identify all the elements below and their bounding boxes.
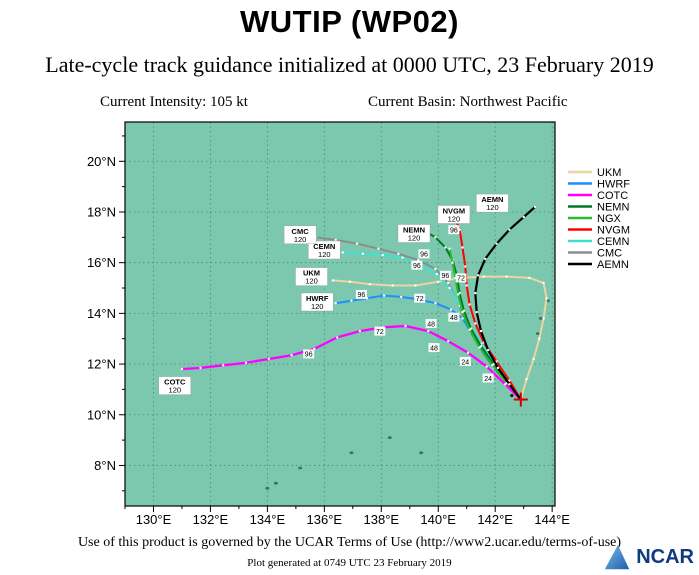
svg-text:UKM: UKM	[303, 269, 320, 278]
track-ngx	[448, 247, 522, 401]
svg-text:CEMN: CEMN	[313, 242, 335, 251]
axes: 130°E 132°E 134°E 136°E 138°E 140°E 142°E 144°E…	[87, 135, 570, 527]
plot-generated-text: Plot generated at 0749 UTC 23 February 2…	[247, 557, 452, 569]
svg-text:48: 48	[427, 321, 435, 328]
svg-text:120: 120	[169, 386, 182, 395]
current-basin-label: Current Basin: Northwest Pacific	[368, 94, 568, 110]
legend-item-hwrf: HWRF	[568, 178, 630, 190]
end-label-nvgm	[437, 205, 471, 224]
svg-text:130°E: 130°E	[136, 512, 172, 527]
svg-text:12°N: 12°N	[87, 357, 116, 372]
svg-text:120: 120	[305, 277, 318, 286]
svg-text:142°E: 142°E	[477, 512, 513, 527]
svg-text:CEMN: CEMN	[597, 236, 629, 248]
svg-text:120: 120	[448, 215, 461, 224]
svg-text:96: 96	[305, 352, 313, 359]
model-end-labels: UKM120HWRF120COTC120NEMN120NVGM120CEMN12…	[158, 193, 509, 395]
svg-text:8°N: 8°N	[94, 458, 116, 473]
plot-subtitle: Late-cycle track guidance initialized at…	[45, 52, 654, 77]
sea-area	[125, 122, 555, 506]
svg-text:HWRF: HWRF	[597, 178, 630, 190]
end-label-aemn	[476, 193, 509, 213]
end-label-cemn	[308, 240, 341, 260]
svg-text:AEMN: AEMN	[597, 259, 629, 271]
end-label-nemn	[397, 224, 431, 243]
svg-text:AEMN: AEMN	[481, 195, 503, 204]
svg-text:NGX: NGX	[597, 213, 622, 225]
svg-text:140°E: 140°E	[420, 512, 456, 527]
svg-text:120: 120	[311, 302, 324, 311]
svg-text:144°E: 144°E	[534, 512, 570, 527]
end-label-cotc	[158, 376, 192, 395]
svg-text:72: 72	[416, 296, 424, 303]
legend-item-aemn: AEMN	[568, 259, 629, 271]
terms-of-use-text: Use of this product is governed by the U…	[77, 535, 622, 550]
legend-box	[560, 162, 698, 277]
svg-text:NEMN: NEMN	[597, 201, 629, 213]
legend-item-nemn: NEMN	[568, 201, 629, 213]
svg-text:COTC: COTC	[164, 378, 186, 387]
track-nemn	[423, 230, 522, 401]
svg-text:14°N: 14°N	[87, 306, 116, 321]
end-label-ukm	[295, 267, 328, 286]
svg-text:CMC: CMC	[597, 247, 622, 259]
svg-text:120: 120	[486, 203, 499, 212]
svg-text:96: 96	[358, 292, 366, 299]
svg-text:CMC: CMC	[292, 227, 310, 236]
ncar-logo-icon	[605, 544, 630, 570]
svg-text:24: 24	[484, 376, 492, 383]
svg-text:96: 96	[413, 263, 421, 270]
model-tracks	[180, 205, 548, 401]
svg-text:18°N: 18°N	[87, 205, 116, 220]
initial-position-marker	[510, 392, 528, 407]
svg-text:COTC: COTC	[597, 190, 628, 202]
svg-text:UKM: UKM	[597, 167, 621, 179]
svg-text:20°N: 20°N	[87, 154, 116, 169]
end-label-hwrf	[301, 292, 334, 312]
track-guidance-map: 2424484848727272969696969696UKM120HWRF12…	[87, 121, 698, 527]
svg-text:NEMN: NEMN	[403, 226, 425, 235]
ncar-logo: NCAR	[602, 542, 694, 572]
svg-text:134°E: 134°E	[250, 512, 286, 527]
svg-text:96: 96	[442, 273, 450, 280]
svg-text:16°N: 16°N	[87, 255, 116, 270]
svg-text:132°E: 132°E	[193, 512, 229, 527]
forecast-hour-labels: 24 24 48 48 48 72 72 72 96 96 96 96 96 96	[303, 225, 494, 383]
legend-item-cemn: CEMN	[568, 236, 629, 248]
svg-text:120: 120	[408, 234, 421, 243]
svg-text:10°N: 10°N	[87, 407, 116, 422]
svg-text:96: 96	[420, 252, 428, 259]
legend-item-ukm: UKM	[568, 167, 621, 179]
svg-text:HWRF: HWRF	[306, 294, 329, 303]
storm-title: WUTIP (WP02)	[240, 4, 459, 39]
svg-text:136°E: 136°E	[307, 512, 343, 527]
svg-text:48: 48	[430, 345, 438, 352]
svg-text:138°E: 138°E	[364, 512, 400, 527]
grid-lines	[125, 122, 555, 506]
svg-text:120: 120	[318, 250, 331, 259]
svg-text:120: 120	[294, 235, 307, 244]
svg-text:72: 72	[457, 276, 465, 283]
end-label-cmc	[283, 225, 317, 245]
svg-text:48: 48	[450, 315, 458, 322]
legend-item-cotc: COTC	[568, 190, 628, 202]
map-border	[124, 121, 556, 507]
ncar-logo-text: NCAR	[636, 545, 694, 568]
current-intensity-label: Current Intensity: 105 kt	[100, 94, 248, 110]
legend-item-cmc: CMC	[568, 247, 622, 259]
legend-item-nvgm: NVGM	[568, 224, 630, 236]
svg-text:NVGM: NVGM	[443, 207, 466, 216]
legend-item-ngx: NGX	[568, 213, 622, 225]
svg-text:96: 96	[450, 228, 458, 235]
svg-text:NVGM: NVGM	[597, 224, 630, 236]
svg-text:72: 72	[376, 329, 384, 336]
svg-text:24: 24	[461, 359, 469, 366]
